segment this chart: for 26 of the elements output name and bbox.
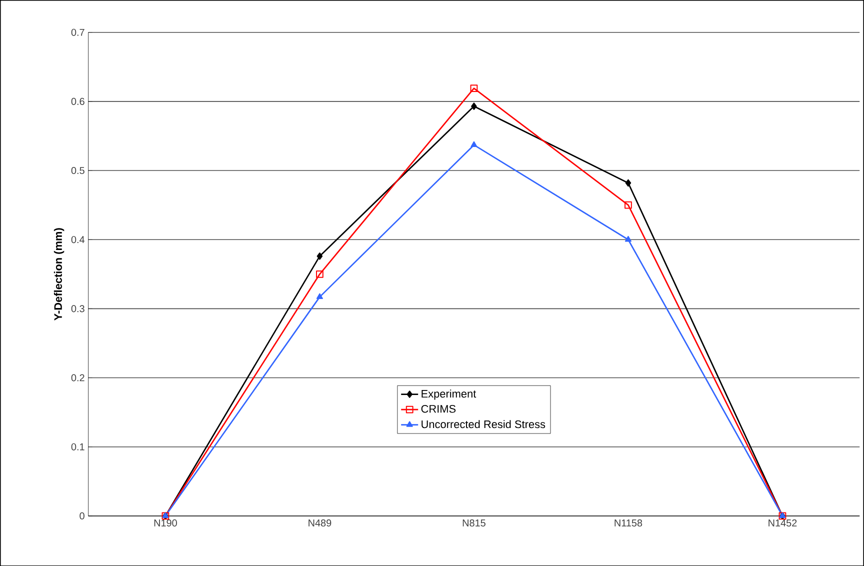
y-tick-label: 0.3 — [71, 305, 84, 312]
point — [470, 141, 478, 147]
point — [316, 252, 323, 260]
point — [625, 179, 632, 187]
y-tick-label: 0.6 — [71, 98, 84, 105]
y-tick-label: 0.5 — [71, 166, 84, 174]
x-tick-label: N1158 — [614, 519, 642, 526]
legend-label: Experiment — [422, 389, 476, 400]
y-tick-label: 0 — [80, 512, 84, 520]
y-tick-label: 0.2 — [71, 374, 84, 382]
y-tick-label: 0.1 — [71, 443, 84, 450]
y-axis-title: Y-Deflection (mm) — [54, 228, 64, 320]
point — [471, 102, 477, 110]
x-tick-label: N815 — [462, 519, 486, 526]
legend-label: Uncorrected Resid Stress — [422, 420, 546, 428]
point — [316, 293, 323, 299]
point — [624, 236, 632, 242]
x-tick-label: N190 — [154, 519, 177, 526]
point — [624, 201, 632, 209]
y-tick-label: 0.7 — [71, 28, 84, 36]
y-tick-label: 0.4 — [71, 236, 85, 243]
x-tick-label: N489 — [308, 519, 332, 526]
point — [316, 270, 324, 278]
x-tick-label: N1452 — [768, 519, 797, 526]
point — [470, 84, 478, 92]
legend-label: CRIMS — [421, 404, 456, 413]
